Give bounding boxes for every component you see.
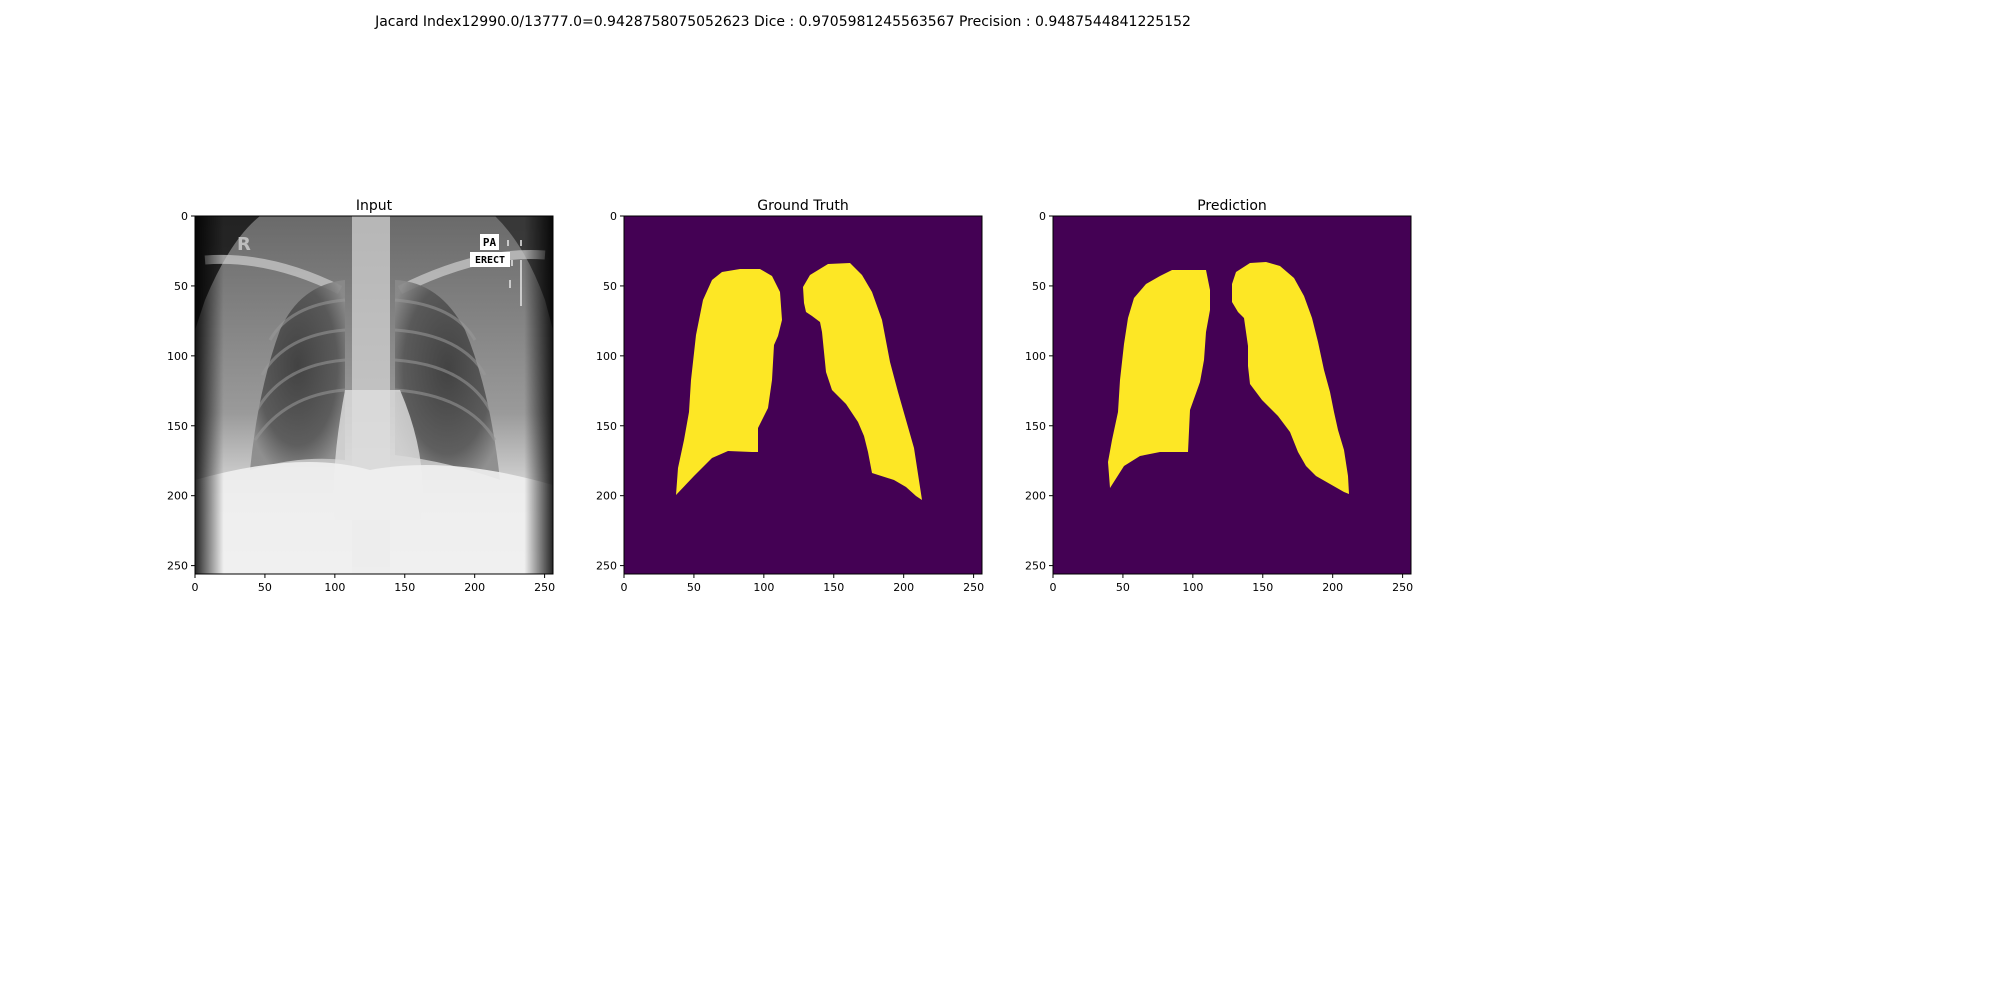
pred-right-lung-mask: [1232, 262, 1349, 494]
x-tick-label: 0: [192, 581, 199, 594]
panel-title-ground-truth: Ground Truth: [757, 198, 848, 214]
xray-image: R PA ERECT: [195, 216, 553, 574]
x-tick-label: 200: [464, 581, 485, 594]
pred-left-lung-mask: [1108, 270, 1210, 488]
axes-frame-ground-truth: [623, 215, 983, 575]
gt-left-lung-mask: [676, 269, 782, 495]
x-tick-label: 250: [1392, 581, 1413, 594]
x-tick-label: 200: [893, 581, 914, 594]
y-tick-label: 100: [1025, 350, 1046, 363]
x-tick-label: 100: [753, 581, 774, 594]
y-tick-label: 100: [596, 350, 617, 363]
x-tick-label: 0: [1050, 581, 1057, 594]
panel-input: Input: [167, 198, 555, 594]
y-tick-label: 200: [1025, 490, 1046, 503]
axes-frame-prediction: [1052, 215, 1412, 575]
y-tick-label: 250: [167, 560, 188, 573]
x-tick-label: 50: [1116, 581, 1130, 594]
y-tick-label: 0: [1039, 210, 1046, 223]
x-tick-label: 50: [687, 581, 701, 594]
x-tick-label: 50: [258, 581, 272, 594]
y-tick-label: 200: [596, 490, 617, 503]
panel-ground-truth: Ground Truth 0 50 100 150 200 250 0 50 100 150 200…: [596, 198, 984, 594]
y-tick-label: 250: [596, 560, 617, 573]
gt-right-lung-mask: [803, 263, 922, 500]
figure-canvas: Jacard Index12990.0/13777.0=0.9428758075…: [167, 14, 1413, 594]
x-tick-label: 100: [1182, 581, 1203, 594]
x-tick-label: 100: [324, 581, 345, 594]
figure-suptitle: Jacard Index12990.0/13777.0=0.9428758075…: [374, 14, 1191, 30]
xray-side-marker: R: [237, 234, 251, 255]
panel-title-prediction: Prediction: [1197, 198, 1267, 214]
y-tick-label: 150: [596, 420, 617, 433]
x-tick-label: 150: [394, 581, 415, 594]
xray-label-pa: PA: [483, 236, 497, 249]
y-tick-label: 200: [167, 490, 188, 503]
y-tick-label: 250: [1025, 560, 1046, 573]
xray-label-erect: ERECT: [475, 255, 505, 266]
pred-mask-background: [1053, 216, 1411, 574]
x-tick-label: 150: [823, 581, 844, 594]
y-tick-label: 150: [1025, 420, 1046, 433]
y-tick-label: 0: [181, 210, 188, 223]
y-tick-label: 50: [1032, 280, 1046, 293]
x-tick-label: 250: [534, 581, 555, 594]
y-tick-label: 100: [167, 350, 188, 363]
x-tick-label: 0: [621, 581, 628, 594]
x-tick-label: 250: [963, 581, 984, 594]
panel-prediction: Prediction 0 50 100 150 200 250 0 50 100 150 200 25…: [1025, 198, 1413, 594]
gt-mask-background: [624, 216, 982, 574]
y-tick-label: 50: [603, 280, 617, 293]
x-tick-label: 200: [1322, 581, 1343, 594]
y-tick-label: 0: [610, 210, 617, 223]
axes-frame-input: [194, 215, 554, 575]
panel-title-input: Input: [356, 198, 393, 214]
x-tick-label: 150: [1252, 581, 1273, 594]
y-tick-label: 150: [167, 420, 188, 433]
y-tick-label: 50: [174, 280, 188, 293]
